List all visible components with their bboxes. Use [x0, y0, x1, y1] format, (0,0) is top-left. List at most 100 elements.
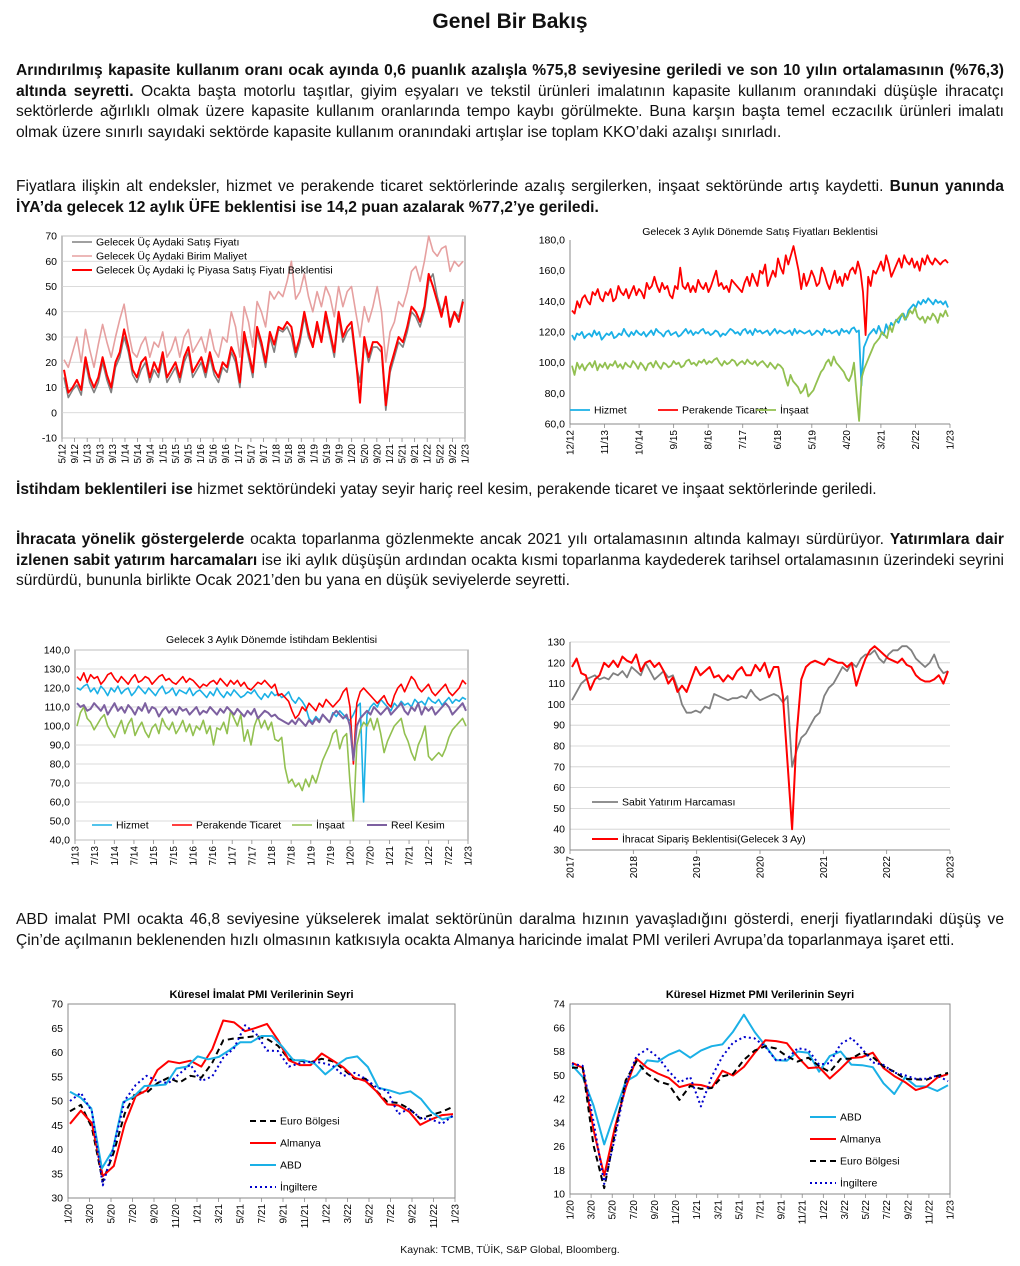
x-tick-label: 9/20: [372, 444, 383, 464]
x-tick-label: 1/21: [385, 846, 396, 866]
series-line-euro-bolgesi: [571, 1045, 949, 1190]
x-tick-label: 7/19: [326, 846, 337, 866]
y-tick-label: 80,0: [50, 759, 71, 771]
x-tick-label: 7/21: [756, 1200, 767, 1220]
legend-label-euro-bolgesi: Euro Bölgesi: [280, 1116, 340, 1128]
legend-label-sabit-yatirim-harcamasi: Sabit Yatırım Harcaması: [622, 797, 735, 809]
y-tick-label: 55: [51, 1071, 63, 1083]
y-tick-label: 50: [553, 803, 565, 815]
chart-manufacturing-pmi: Küresel İmalat PMI Verilerinin Seyri 30 35…: [20, 984, 480, 1240]
y-tick-label: 70: [553, 761, 565, 773]
x-tick-label: 1/23: [464, 846, 475, 866]
x-tick-label: 3/20: [587, 1200, 598, 1220]
y-tick-label: 100,0: [539, 357, 565, 369]
x-tick-label: 7/17: [738, 430, 749, 450]
series-line-ihracat-siparis-beklentisi-gelecek-3-ay: [571, 645, 949, 831]
x-tick-label: 9/14: [146, 444, 157, 464]
chart-services-pmi: Küresel Hizmet PMI Verilerinin Seyri 10 18…: [530, 984, 970, 1240]
x-tick-label: 9/20: [150, 1204, 161, 1224]
y-tick-label: 100,0: [44, 721, 70, 733]
x-tick-label: 5/22: [435, 444, 446, 464]
x-tick-label: 2018: [629, 856, 640, 879]
paragraph-exports: İhracata yönelik göstergelerde ocakta to…: [16, 530, 1004, 592]
y-tick-label: 120,0: [44, 683, 70, 695]
x-tick-label: 9/21: [410, 444, 421, 464]
x-tick-label: 11/22: [429, 1204, 440, 1229]
y-tick-label: 42: [553, 1094, 565, 1106]
y-tick-label: 40: [51, 1144, 63, 1156]
x-tick-label: 1/14: [120, 444, 131, 464]
legend-label-perakende-ticaret: Perakende Ticaret: [682, 405, 767, 417]
x-tick-label: 7/22: [444, 846, 455, 866]
x-tick-label: 1/18: [272, 444, 283, 464]
x-tick-label: 9/21: [777, 1200, 788, 1220]
x-tick-label: 11/13: [600, 430, 611, 455]
legend-label-ihracat-siparis-beklentisi-gelecek-3-ay: İhracat Sipariş Beklentisi(Gelecek 3 Ay): [622, 833, 806, 846]
x-tick-label: 3/20: [85, 1204, 96, 1224]
chart-sales-price-expectations: Gelecek 3 Aylık Dönemde Satış Fiyatları …: [530, 226, 960, 478]
y-tick-label: 50: [45, 281, 57, 293]
y-tick-label: 40,0: [50, 835, 71, 847]
paragraph-investment-text: ise iki aylık düşüşün ardından ocakta kı…: [16, 551, 1004, 590]
x-tick-label: 1/14: [110, 846, 121, 866]
x-tick-label: 1/19: [306, 846, 317, 866]
y-tick-label: 35: [51, 1168, 63, 1180]
y-tick-label: 60: [553, 782, 565, 794]
y-tick-label: 26: [553, 1141, 565, 1153]
y-tick-label: 40: [45, 306, 57, 318]
x-tick-label: 5/19: [807, 430, 818, 450]
legend-label-abd: ABD: [840, 1112, 862, 1124]
x-tick-label: 11/20: [671, 1200, 682, 1225]
paragraph-capacity: Arındırılmış kapasite kullanım oranı oca…: [16, 61, 1004, 143]
y-tick-label: 50: [553, 1070, 565, 1082]
y-tick-label: 70,0: [50, 778, 71, 790]
x-tick-label: 2023: [946, 856, 957, 879]
y-tick-label: 140,0: [539, 296, 565, 308]
x-tick-label: 4/20: [842, 430, 853, 450]
x-tick-label: 5/14: [133, 444, 144, 464]
x-tick-label: 11/20: [171, 1204, 182, 1229]
x-tick-label: 5/17: [246, 444, 257, 464]
x-tick-label: 9/13: [108, 444, 119, 464]
x-tick-label: 1/22: [819, 1200, 830, 1220]
x-tick-label: 5/12: [58, 444, 69, 464]
y-tick-label: 30: [45, 332, 57, 344]
y-tick-label: 18: [553, 1165, 565, 1177]
x-tick-label: 2/22: [911, 430, 922, 450]
x-tick-label: 3/22: [840, 1200, 851, 1220]
x-tick-label: 1/16: [196, 444, 207, 464]
y-tick-label: 20: [45, 357, 57, 369]
x-tick-label: 1/19: [309, 444, 320, 464]
x-tick-label: 5/21: [734, 1200, 745, 1220]
x-tick-label: 5/19: [322, 444, 333, 464]
x-tick-label: 7/15: [169, 846, 180, 866]
y-tick-label: 120: [547, 657, 565, 669]
paragraph-employment-text: hizmet sektöründeki yatay seyir hariç re…: [192, 481, 877, 498]
series-line-perakende-ticaret: [571, 245, 949, 336]
y-tick-label: 60: [51, 1047, 63, 1059]
x-tick-label: 7/16: [208, 846, 219, 866]
series-line-abd: [69, 1035, 454, 1170]
x-tick-label: 1/18: [267, 846, 278, 866]
x-tick-label: 1/20: [566, 1200, 577, 1220]
series-line-perakende-ticaret: [76, 671, 467, 765]
x-tick-label: 1/20: [64, 1204, 75, 1224]
x-tick-label: 10/14: [635, 430, 646, 455]
chart-price-expectations: -10 0 10 20 30 40 50 60 70 5/12 9/12 1/13 5/13 9/13 1/…: [20, 230, 480, 475]
chart-title: Gelecek 3 Aylık Dönemde İstihdam Beklent…: [166, 633, 377, 646]
y-tick-label: 110,0: [45, 702, 71, 714]
legend-label-almanya: Almanya: [840, 1134, 881, 1146]
x-tick-label: 9/15: [183, 444, 194, 464]
x-tick-label: 1/15: [158, 444, 169, 464]
x-tick-label: 7/17: [247, 846, 258, 866]
paragraph-prices-bold: Bunun yanında İYA’da gelecek 12 aylık ÜF…: [16, 178, 1004, 216]
x-tick-label: 5/20: [107, 1204, 118, 1224]
y-tick-label: 58: [553, 1046, 565, 1058]
x-tick-label: 1/23: [451, 1204, 462, 1224]
y-tick-label: -10: [42, 433, 57, 445]
x-tick-label: 9/21: [279, 1204, 290, 1224]
x-tick-label: 1/22: [424, 846, 435, 866]
y-tick-label: 10: [45, 382, 57, 394]
x-tick-label: 9/18: [297, 444, 308, 464]
x-tick-label: 7/20: [629, 1200, 640, 1220]
